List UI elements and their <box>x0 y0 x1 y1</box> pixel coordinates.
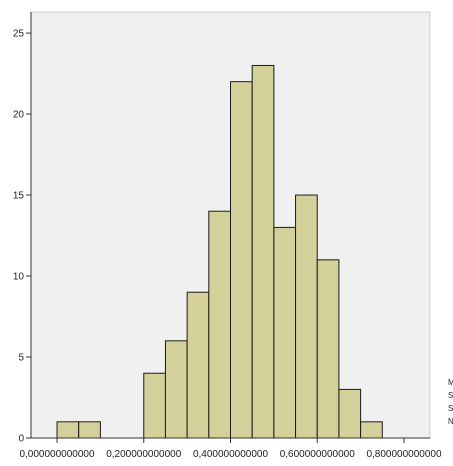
histogram-bar <box>164 340 188 439</box>
bars-group <box>56 64 383 439</box>
histogram-bar <box>295 194 318 439</box>
y-tick-label: 0 <box>18 434 24 445</box>
y-axis-ticks: 0 5 10 15 20 25 <box>13 29 31 445</box>
x-axis-ticks: 0,000000000000 0,200000000000 0,4000000000… <box>19 438 442 460</box>
x-tick-label: 0,400000000000 <box>193 449 269 460</box>
y-tick-label: 20 <box>13 110 25 121</box>
y-tick-label: 25 <box>13 29 25 40</box>
y-tick-label: 10 <box>13 272 25 283</box>
x-tick-label: 0,000000000000 <box>19 449 95 460</box>
histogram-bar <box>230 81 253 439</box>
cutoff-letter: M <box>448 378 453 387</box>
x-tick-label: 0,600000000000 <box>280 449 356 460</box>
histogram-bar <box>338 388 362 439</box>
histogram-bar <box>56 421 80 439</box>
x-tick-label: 0,800000000000 <box>366 449 442 460</box>
x-tick-label: 0,200000000000 <box>106 449 182 460</box>
cutoff-letter: S <box>448 391 453 400</box>
histogram-bar <box>143 372 166 439</box>
histogram-bar <box>208 210 231 439</box>
histogram-bar <box>316 259 340 439</box>
histogram-bar <box>251 64 275 439</box>
cutoff-letter: S <box>448 404 453 413</box>
cutoff-side-text: M S S N <box>448 378 453 426</box>
histogram-bar <box>360 421 383 439</box>
cutoff-letter: N <box>448 417 453 426</box>
y-tick-label: 5 <box>18 353 24 364</box>
histogram-bar <box>78 421 101 439</box>
histogram-bar <box>186 291 210 439</box>
histogram-bar <box>273 226 297 439</box>
y-tick-label: 15 <box>13 191 25 202</box>
